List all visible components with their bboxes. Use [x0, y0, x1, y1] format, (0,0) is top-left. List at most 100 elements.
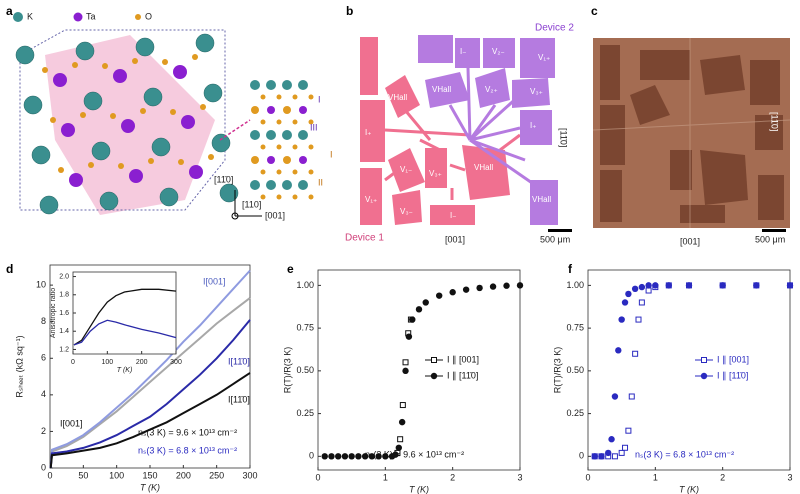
x-tick-label: 300	[242, 470, 257, 480]
marker	[402, 367, 409, 375]
marker	[321, 453, 328, 460]
marker	[645, 282, 652, 289]
atom	[299, 106, 307, 114]
annotation: I[11̄0]	[228, 394, 250, 404]
atom	[282, 130, 292, 140]
atom	[42, 67, 48, 73]
direction: [110]	[242, 199, 261, 209]
plot-frame	[587, 269, 791, 471]
contact-label: V₁₊	[365, 195, 377, 204]
atom	[31, 145, 51, 165]
atom	[299, 156, 307, 164]
annotation: nₛ(3 K) = 6.8 × 10¹³ cm⁻²	[635, 449, 734, 459]
marker	[685, 282, 693, 289]
x-tick-label: 0	[71, 359, 75, 366]
contact-label: I₋	[450, 211, 456, 220]
atom	[189, 165, 203, 179]
atom	[151, 137, 171, 157]
marker	[516, 282, 524, 289]
legend-atom	[73, 12, 83, 22]
atom	[219, 183, 239, 203]
contact-label: VHall	[474, 163, 493, 172]
x-tick-label: 1	[383, 472, 388, 482]
legend-label: Ta	[86, 11, 96, 21]
atom	[292, 169, 298, 175]
marker	[625, 290, 632, 298]
atom	[308, 119, 314, 125]
atom	[75, 41, 95, 61]
atom	[250, 180, 260, 190]
atom	[276, 144, 282, 150]
annotation: nₛ(3 K) = 9.6 × 10¹³ cm⁻²	[365, 449, 464, 459]
marker	[605, 449, 612, 457]
marker	[638, 299, 645, 306]
contact-label: V₃₊	[429, 169, 442, 178]
atom	[173, 65, 187, 79]
atom	[159, 187, 179, 207]
marker	[335, 453, 342, 460]
x-axis-label: T (K)	[409, 484, 429, 494]
direction: [11̄0]	[214, 174, 233, 184]
marker	[611, 393, 619, 400]
atom	[267, 106, 275, 114]
site-label: I	[330, 149, 333, 159]
x-axis-label: T (K)	[117, 367, 133, 374]
atom	[140, 108, 146, 114]
marker	[638, 283, 646, 291]
panel-letter: b	[346, 4, 353, 18]
legend-label: O	[145, 11, 152, 21]
x-axis-label: T (K)	[140, 482, 160, 492]
y-axis-label: R(T)/R(3 K)	[552, 347, 562, 394]
x-tick-label: 50	[78, 470, 88, 480]
marker	[753, 282, 760, 289]
legend-atom	[13, 12, 23, 22]
crystal-structure	[15, 29, 239, 215]
marker	[618, 316, 625, 323]
legend-label: I ∥ [001]	[447, 354, 479, 364]
y-tick-label: 1.00	[566, 280, 584, 290]
atom	[211, 133, 231, 153]
x-tick-label: 2	[720, 472, 725, 482]
atom	[110, 113, 116, 119]
atom	[292, 94, 298, 100]
device-2	[418, 35, 558, 225]
x-tick-label: 200	[136, 359, 148, 366]
atom	[282, 180, 292, 190]
atom	[102, 63, 108, 69]
marker	[382, 453, 389, 460]
marker	[409, 316, 416, 323]
marker	[405, 333, 413, 340]
marker	[621, 299, 629, 306]
marker	[375, 453, 382, 460]
x-tick-label: 250	[209, 470, 224, 480]
panel-letter: e	[287, 262, 294, 276]
y-tick-label: 2	[41, 426, 46, 436]
micrograph	[592, 38, 791, 228]
atom	[251, 106, 259, 114]
atom	[208, 154, 214, 160]
x-tick-label: 300	[170, 359, 182, 366]
atom	[266, 180, 276, 190]
legend-marker	[431, 357, 437, 363]
atom	[181, 115, 195, 129]
y-tick-label: 0.25	[566, 408, 584, 418]
atom	[88, 162, 94, 168]
legend-atom	[135, 14, 141, 20]
marker	[622, 444, 629, 451]
site-label: I	[318, 94, 321, 104]
marker	[598, 453, 605, 460]
atom	[129, 169, 143, 183]
atom	[260, 169, 266, 175]
contact-label: V₁₊	[538, 53, 550, 62]
marker	[503, 282, 510, 289]
atom	[61, 123, 75, 137]
atom	[23, 95, 43, 115]
atom	[170, 109, 176, 115]
series-line	[49, 269, 251, 469]
marker	[449, 289, 456, 296]
atom	[178, 159, 184, 165]
atom	[162, 59, 168, 65]
contact-label: I₋	[460, 47, 466, 56]
panel-letter: a	[6, 4, 13, 18]
marker	[395, 444, 402, 451]
